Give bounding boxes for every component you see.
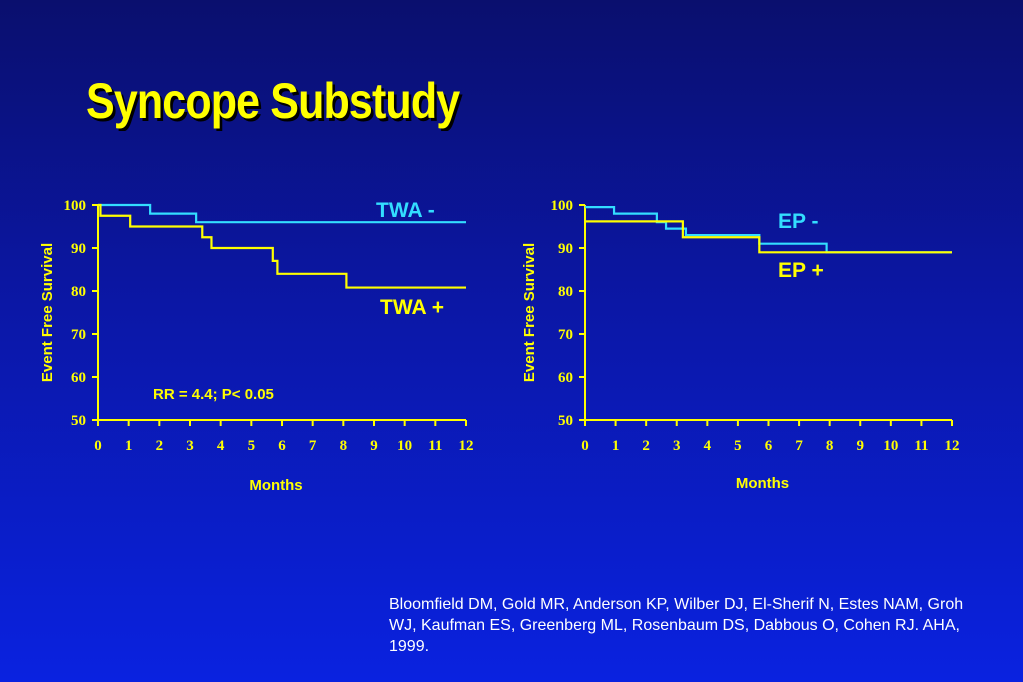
y-axis-label: Event Free Survival [521, 243, 538, 382]
x-tick-label: 4 [217, 438, 225, 454]
x-tick-label: 1 [125, 438, 133, 454]
x-tick-label: 5 [248, 438, 256, 454]
x-tick-label: 11 [914, 438, 928, 454]
series-label: EP - [778, 210, 818, 233]
series-line-ep-neg [585, 206, 952, 254]
series-line-twa-pos [98, 203, 466, 289]
x-tick-label: 2 [642, 438, 650, 454]
series-line-twa-neg [98, 203, 466, 224]
y-tick-label: 70 [558, 327, 573, 343]
y-tick-label: 60 [558, 370, 573, 386]
y-tick-label: 60 [71, 370, 86, 386]
y-tick-label: 50 [71, 413, 86, 429]
x-tick-label: 12 [459, 438, 474, 454]
y-tick-label: 100 [64, 198, 87, 214]
x-tick-label: 0 [581, 438, 589, 454]
x-tick-label: 8 [826, 438, 834, 454]
y-tick-label: 80 [558, 284, 573, 300]
x-tick-label: 5 [734, 438, 742, 454]
x-tick-label: 8 [340, 438, 348, 454]
y-tick-label: 80 [71, 284, 86, 300]
x-tick-label: 11 [428, 438, 442, 454]
x-tick-label: 3 [673, 438, 681, 454]
stats-annotation: RR = 4.4; P< 0.05 [153, 386, 274, 403]
x-tick-label: 6 [765, 438, 773, 454]
x-tick-label: 9 [857, 438, 865, 454]
y-tick-label: 50 [558, 413, 573, 429]
y-tick-label: 90 [71, 241, 86, 257]
x-tick-label: 12 [945, 438, 960, 454]
x-tick-label: 2 [156, 438, 164, 454]
series-label: TWA + [380, 296, 444, 319]
series-label: TWA - [376, 199, 435, 222]
x-axis-label: Months [249, 477, 302, 494]
x-tick-label: 6 [278, 438, 286, 454]
y-tick-label: 70 [71, 327, 86, 343]
x-axis-label: Months [736, 475, 789, 492]
y-tick-label: 90 [558, 241, 573, 257]
citation-text: Bloomfield DM, Gold MR, Anderson KP, Wil… [389, 596, 964, 655]
y-tick-label: 100 [551, 198, 574, 214]
x-tick-label: 10 [883, 438, 898, 454]
series-line-ep-pos [585, 220, 952, 254]
x-tick-label: 1 [612, 438, 620, 454]
x-tick-label: 4 [704, 438, 712, 454]
x-tick-label: 7 [795, 438, 803, 454]
page-title: Syncope Substudy [86, 73, 460, 129]
x-tick-label: 7 [309, 438, 317, 454]
series-label: EP + [778, 259, 824, 282]
y-axis-label: Event Free Survival [39, 243, 56, 382]
x-tick-label: 3 [186, 438, 194, 454]
x-tick-label: 10 [397, 438, 412, 454]
x-tick-label: 9 [370, 438, 378, 454]
x-tick-label: 0 [94, 438, 102, 454]
